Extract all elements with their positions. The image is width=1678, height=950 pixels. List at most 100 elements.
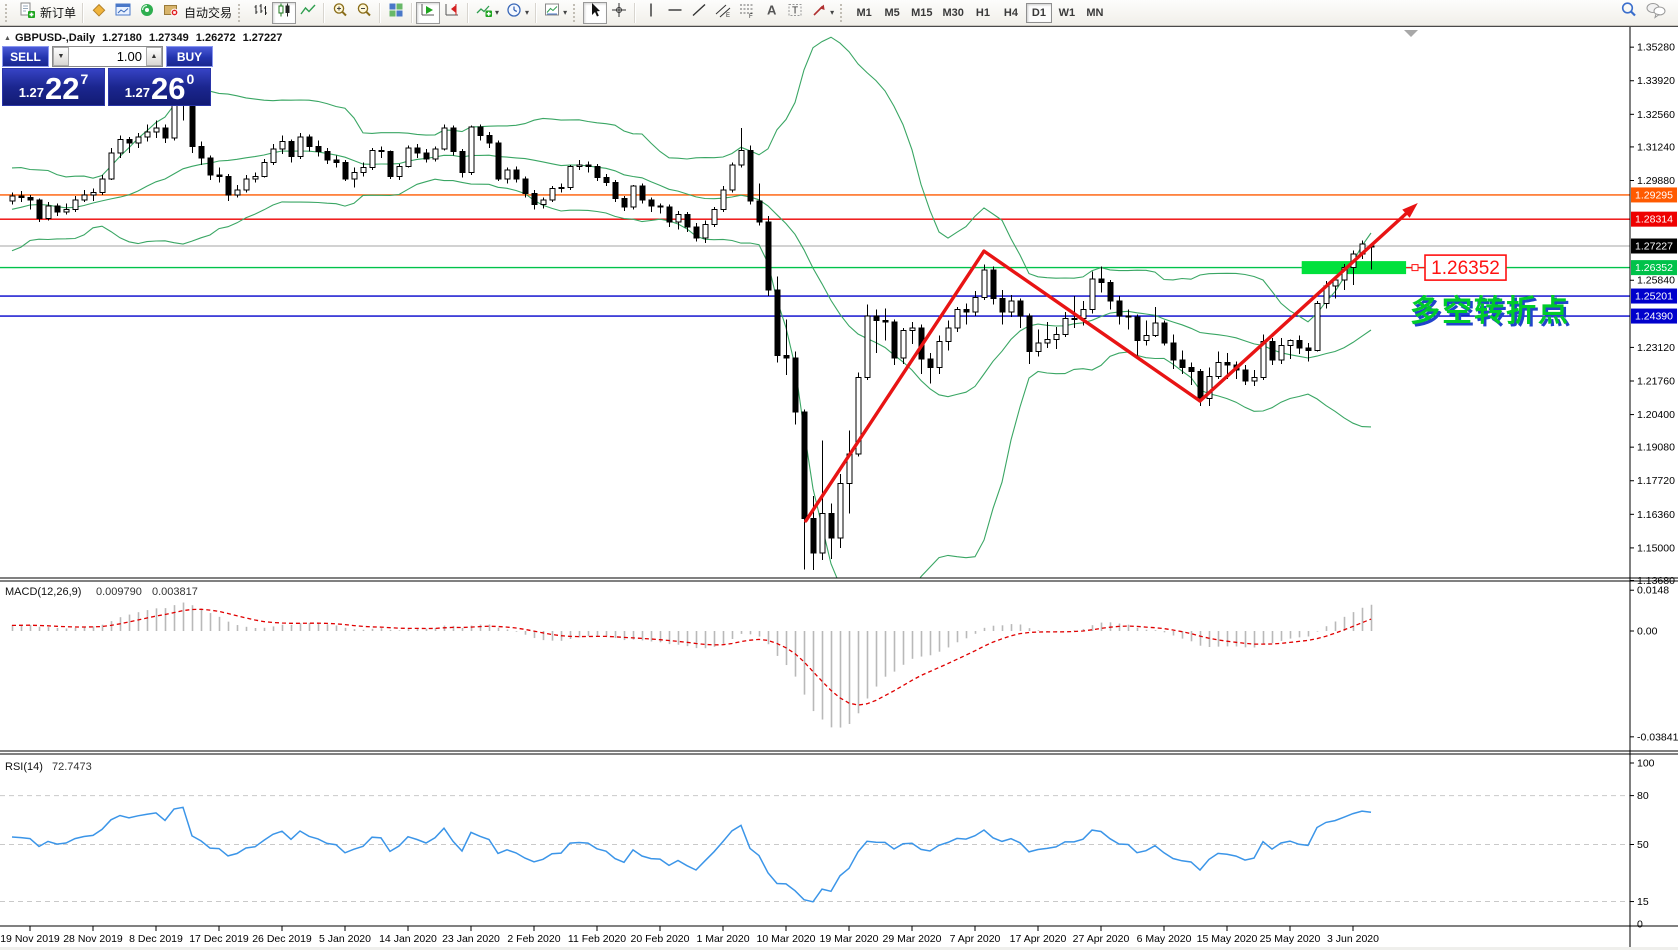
- chart-title: GBPUSD-,Daily: [15, 32, 96, 44]
- svg-text:1.23120: 1.23120: [1637, 342, 1675, 354]
- svg-text:27 Apr 2020: 27 Apr 2020: [1073, 933, 1130, 945]
- candlestick-chart-type-button[interactable]: [272, 1, 297, 24]
- chat-icon: [1645, 0, 1667, 25]
- toolbar-grip[interactable]: [238, 3, 245, 22]
- channel-tool-button[interactable]: E: [711, 2, 735, 24]
- horizontal-line-tool-button[interactable]: [663, 2, 687, 24]
- volume-input[interactable]: [69, 47, 146, 66]
- search-button[interactable]: [1616, 2, 1642, 24]
- svg-text:F: F: [749, 14, 753, 19]
- vertical-line-tool-button[interactable]: [639, 2, 663, 24]
- autotrading-button[interactable]: 自动交易: [159, 2, 235, 24]
- cursor-button[interactable]: [583, 1, 608, 24]
- metaeditor-icon: [90, 1, 108, 24]
- new-order-button[interactable]: 新订单: [15, 2, 79, 24]
- svg-text:-0.038415: -0.038415: [1637, 731, 1678, 743]
- svg-text:1.25840: 1.25840: [1637, 275, 1675, 287]
- indicators-button[interactable]: ▾: [472, 2, 502, 24]
- svg-text:1.35280: 1.35280: [1637, 42, 1675, 54]
- trendline-icon: [690, 1, 708, 24]
- indicators-icon: [475, 1, 493, 24]
- axis-price-label-box: [1631, 238, 1677, 254]
- svg-text:80: 80: [1637, 790, 1649, 802]
- timeframe-M5-button[interactable]: M5: [884, 6, 900, 19]
- svg-text:T: T: [792, 6, 798, 17]
- buy-button[interactable]: BUY: [166, 46, 213, 67]
- cn-note-text: 多空转折点: [1410, 295, 1570, 328]
- svg-text:6 May 2020: 6 May 2020: [1137, 933, 1192, 945]
- crosshair-button[interactable]: [607, 2, 631, 24]
- toolbar-grip[interactable]: [573, 3, 580, 22]
- shapes-tool-button[interactable]: ▾: [807, 2, 837, 24]
- svg-text:0: 0: [1637, 919, 1643, 931]
- zoom-out-button[interactable]: [352, 2, 376, 24]
- svg-text:17 Dec 2019: 17 Dec 2019: [189, 933, 249, 945]
- svg-text:1.29880: 1.29880: [1637, 175, 1675, 187]
- label-anchor-marker: [1411, 264, 1419, 272]
- tile-windows-button[interactable]: [384, 2, 408, 24]
- buy-price-sup: 0: [186, 71, 195, 87]
- trendline-tool-button[interactable]: [687, 2, 711, 24]
- toolbar-separator: [323, 2, 326, 23]
- timeframe-D1-button[interactable]: D1: [1025, 2, 1052, 23]
- svg-text:1.33920: 1.33920: [1637, 75, 1675, 87]
- svg-text:19 Nov 2019: 19 Nov 2019: [0, 933, 60, 945]
- toolbar-separator: [634, 2, 637, 23]
- timeframe-M1-button[interactable]: M1: [856, 6, 872, 19]
- price-label-box: [1424, 254, 1507, 281]
- collapse-triangle-icon[interactable]: ▲: [4, 35, 11, 42]
- autotrading-icon: [162, 1, 180, 24]
- volume-up-button[interactable]: ▲: [146, 47, 162, 66]
- trend-line: [804, 249, 986, 523]
- price-label-text: 1.26352: [1431, 258, 1500, 279]
- zoom-in-button[interactable]: [328, 2, 352, 24]
- periods-button[interactable]: ▾: [502, 2, 532, 24]
- timeframe-H4-button[interactable]: H4: [1003, 6, 1018, 19]
- main-toolbar: 新订单 自动交易 ▾ ▾ ▾ E F A: [0, 0, 1678, 26]
- close-value: 1.27227: [242, 32, 283, 44]
- volume-down-button[interactable]: ▼: [53, 47, 69, 66]
- auto-scroll-button[interactable]: [416, 1, 441, 24]
- chart-shift-button[interactable]: [440, 2, 464, 24]
- axis-price-label-box: [1631, 211, 1677, 227]
- text-tool-button[interactable]: A: [759, 2, 783, 24]
- line-chart-type-button[interactable]: [296, 2, 320, 24]
- toolbar-grip[interactable]: [5, 3, 12, 22]
- panel-borders: [0, 27, 1678, 947]
- new-chart-button[interactable]: [111, 2, 135, 24]
- auto-scroll-icon: [419, 1, 437, 24]
- svg-text:28 Nov 2019: 28 Nov 2019: [63, 933, 123, 945]
- timeframe-W1-button[interactable]: W1: [1058, 6, 1076, 19]
- signals-button[interactable]: [135, 2, 159, 24]
- svg-text:1 Mar 2020: 1 Mar 2020: [696, 933, 749, 945]
- chat-button[interactable]: [1642, 2, 1670, 24]
- label-tool-button[interactable]: T: [783, 2, 807, 24]
- rsi-panel: [0, 795, 1630, 903]
- price-axis: 1.35280 1.33920 1.32560 1.31240 1.29880 1.258…: [1630, 42, 1678, 931]
- crosshair-icon: [610, 1, 628, 24]
- buy-price-panel[interactable]: 1.27 26 0: [108, 68, 211, 106]
- chart-shift-icon: [443, 1, 461, 24]
- new-order-icon: [18, 1, 36, 24]
- sell-button[interactable]: SELL: [2, 46, 49, 67]
- vertical-line-icon: [642, 1, 660, 24]
- svg-text:7 Apr 2020: 7 Apr 2020: [950, 933, 1001, 945]
- sell-price-panel[interactable]: 1.27 22 7: [2, 68, 105, 106]
- timeframe-MN-button[interactable]: MN: [1086, 6, 1104, 19]
- metaeditor-button[interactable]: [87, 2, 111, 24]
- timeframe-M30-button[interactable]: M30: [942, 6, 964, 19]
- svg-text:E: E: [726, 13, 730, 19]
- timeframe-M15-button[interactable]: M15: [911, 6, 933, 19]
- svg-text:26 Dec 2019: 26 Dec 2019: [252, 933, 312, 945]
- fibonacci-tool-button[interactable]: F: [735, 2, 759, 24]
- toolbar-grip[interactable]: [840, 3, 847, 22]
- svg-text:25 May 2020: 25 May 2020: [1260, 933, 1321, 945]
- text-icon: A: [762, 1, 780, 24]
- timeframe-H1-button[interactable]: H1: [975, 6, 990, 19]
- zoom-out-icon: [355, 1, 373, 24]
- templates-button[interactable]: ▾: [540, 2, 570, 24]
- bar-chart-type-button[interactable]: [248, 2, 272, 24]
- high-value: 1.27349: [148, 32, 189, 44]
